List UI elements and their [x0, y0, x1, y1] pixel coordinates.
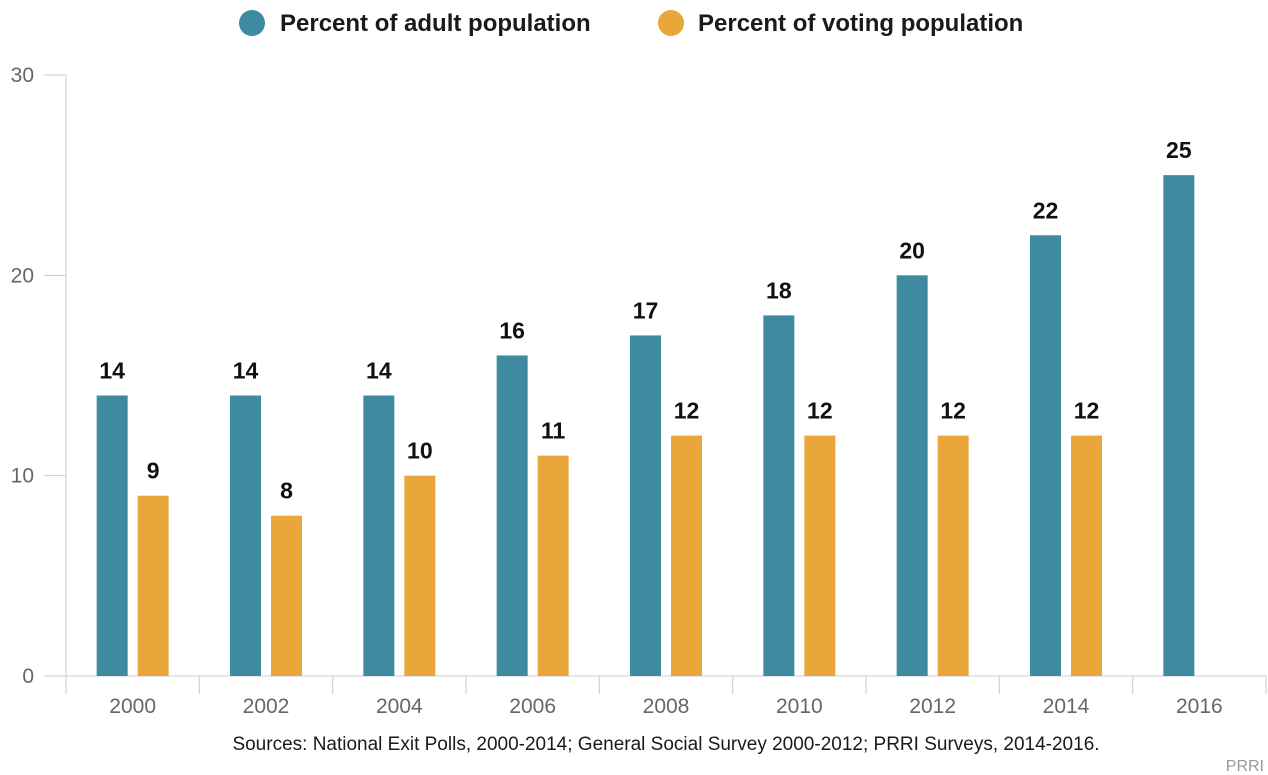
bar-series-1-2000: [96, 395, 128, 676]
bar-series-1-2010: [763, 315, 795, 676]
bar-series-1-2008: [630, 335, 661, 676]
x-tick-label: 2006: [509, 695, 556, 718]
x-tick-label: 2004: [376, 695, 423, 718]
data-label-series-1-2004: 14: [366, 358, 392, 384]
bar-series-1-2004: [363, 395, 395, 676]
data-label-series-2-2006: 11: [541, 418, 566, 444]
source-note: Sources: National Exit Polls, 2000-2014;…: [232, 734, 1099, 755]
y-tick-label: 20: [11, 264, 34, 287]
x-tick-label: 2010: [776, 695, 823, 718]
x-tick-label: 2016: [1176, 695, 1223, 718]
bar-series-1-2014: [1030, 235, 1061, 676]
bar-series-2-2004: [404, 475, 436, 676]
data-label-series-2-2010: 12: [807, 398, 833, 424]
y-tick-label: 10: [11, 465, 34, 488]
x-tick-label: 2002: [243, 695, 290, 718]
legend-label-2: Percent of voting population: [698, 10, 1023, 37]
y-tick-label: 30: [11, 64, 34, 87]
data-label-series-2-2004: 10: [407, 438, 433, 464]
legend: Percent of adult population Percent of vo…: [239, 10, 1023, 37]
bar-series-2-2008: [671, 435, 702, 676]
data-label-series-2-2014: 12: [1074, 398, 1100, 424]
legend-swatch-2: [658, 10, 684, 36]
x-tick-label: 2008: [643, 695, 690, 718]
legend-swatch-1: [239, 10, 265, 36]
bar-series-2-2000: [137, 495, 169, 676]
bar-series-1-2006: [496, 355, 528, 676]
bar-series-2-2012: [937, 435, 969, 676]
data-label-series-1-2010: 18: [766, 277, 792, 303]
bars: [96, 175, 1195, 676]
data-label-series-1-2008: 17: [633, 297, 659, 323]
data-label-series-1-2012: 20: [899, 237, 925, 263]
data-label-series-1-2016: 25: [1166, 137, 1192, 163]
bar-series-2-2006: [537, 455, 569, 676]
x-tick-label: 2000: [109, 695, 156, 718]
x-tick-label: 2012: [909, 695, 956, 718]
data-label-series-2-2000: 9: [147, 458, 160, 484]
data-labels: 14 14 14 16 17 18 20 22 25 9 8 10 11 12 12 12 12: [99, 137, 1191, 504]
bar-series-1-2016: [1163, 175, 1195, 676]
legend-label-1: Percent of adult population: [280, 10, 591, 37]
bar-series-2-2014: [1071, 435, 1102, 676]
bar-series-2-2010: [804, 435, 836, 676]
data-label-series-1-2002: 14: [233, 358, 259, 384]
x-tick-label: 2014: [1043, 695, 1090, 718]
data-label-series-2-2002: 8: [280, 478, 293, 504]
data-label-series-2-2012: 12: [940, 398, 966, 424]
bar-series-1-2012: [896, 275, 928, 676]
bar-series-2-2002: [271, 515, 302, 676]
data-label-series-1-2014: 22: [1033, 197, 1059, 223]
data-label-series-1-2006: 16: [499, 317, 525, 343]
y-tick-label: 0: [22, 665, 34, 688]
credit-label: PRRI: [1226, 758, 1264, 775]
data-label-series-2-2008: 12: [674, 398, 700, 424]
data-label-series-1-2000: 14: [99, 358, 125, 384]
bar-series-1-2002: [230, 395, 261, 676]
